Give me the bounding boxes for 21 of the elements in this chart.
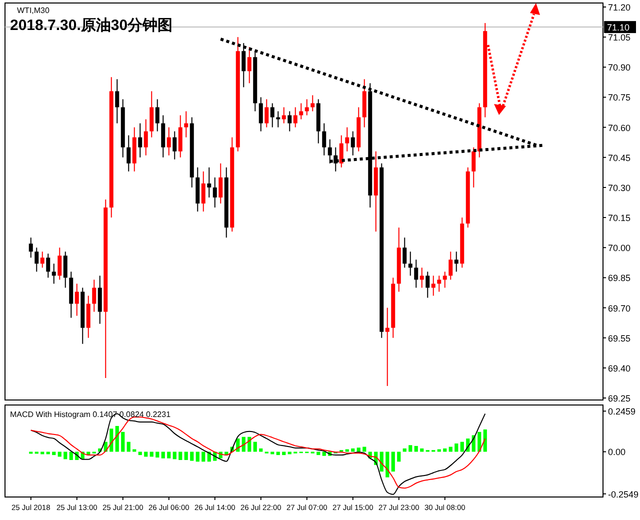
- y-tick-label: 70.60: [608, 122, 631, 133]
- y-tick-label: 69.25: [608, 393, 631, 404]
- y-tick-label: 69.85: [608, 273, 631, 284]
- y-tick-label: 70.90: [608, 62, 631, 73]
- y-tick-label: 70.15: [608, 213, 631, 224]
- chart-subtitle: WTI,M30: [17, 6, 50, 15]
- y-tick-label: 69.55: [608, 333, 631, 344]
- y-tick-label: 70.30: [608, 182, 631, 193]
- y-tick-label: 70.75: [608, 92, 631, 103]
- annotation: MACD With Histogram 0.1407 0.0824 0.2231: [10, 410, 172, 419]
- text: 2018.7.30.原油30分钟图: [10, 17, 173, 34]
- y-tick-label: -0.2549: [608, 489, 639, 500]
- y-tick-label: 71.20: [608, 2, 631, 13]
- y-tick-label: 71.05: [608, 32, 631, 43]
- y-tick-label: 70.00: [608, 243, 631, 254]
- y-tick-label: 0.2459: [608, 406, 636, 417]
- y-tick-label: 69.40: [608, 363, 631, 374]
- y-tick-label: 69.70: [608, 303, 631, 314]
- y-tick-label: 70.45: [608, 152, 631, 163]
- y-tick-label: 0.00: [608, 447, 626, 458]
- ref-line-label: 71.10: [607, 22, 630, 33]
